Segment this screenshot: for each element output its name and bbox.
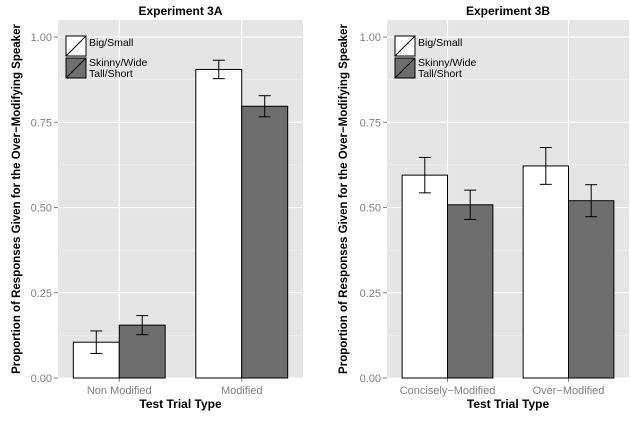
legend-label-big-small: Big/Small	[89, 37, 133, 49]
chart-panel-1: 0.00 0.25 0.50 0.75 1.00 Non Modified Modified…	[11, 4, 303, 411]
y-tick-label: 1.00	[360, 32, 381, 44]
panel-title: Experiment 3A	[138, 4, 222, 18]
y-tick-label: 0.50	[31, 203, 52, 215]
x-tick-label: Modified	[221, 385, 263, 397]
bar-big-small	[195, 68, 243, 379]
legend-label-tall-short: Tall/Short	[418, 68, 462, 80]
x-tick-label: Concisely−Modified	[400, 385, 496, 397]
legend-label-skinny-wide: Skinny/Wide	[418, 57, 477, 69]
panel-title: Experiment 3B	[466, 4, 550, 18]
bar-skinny-wide-tall-short	[241, 105, 289, 379]
legend-swatch-diagonal	[394, 57, 416, 79]
y-axis-label: Proportion of Responses Given for the Ov…	[338, 24, 350, 374]
legend-label-skinny-wide: Skinny/Wide	[89, 57, 148, 69]
legend-swatch-diagonal	[394, 35, 416, 57]
legend-swatch-diagonal	[65, 57, 87, 79]
x-axis-label: Test Trial Type	[467, 397, 550, 411]
y-tick-label: 0.25	[31, 288, 52, 300]
x-tick-label: Over−Modified	[533, 385, 605, 397]
y-tick-label: 0.00	[31, 373, 52, 385]
y-axis-label: Proportion of Responses Given for the Ov…	[11, 24, 23, 374]
y-tick-label: 0.25	[360, 288, 381, 300]
legend-swatch-diagonal	[65, 35, 87, 57]
x-axis-label: Test Trial Type	[139, 397, 222, 411]
bar-skinny-wide-tall-short	[568, 200, 615, 379]
y-tick-label: 0.75	[31, 117, 52, 129]
chart-panel-2: 0.00 0.25 0.50 0.75 1.00 Concisely−Modified Ov…	[338, 4, 629, 411]
bar-big-small	[522, 165, 569, 379]
y-tick-label: 0.50	[360, 203, 381, 215]
bar-big-small	[401, 174, 448, 379]
legend-label-big-small: Big/Small	[418, 37, 462, 49]
legend-label-tall-short: Tall/Short	[89, 68, 133, 80]
x-tick-label: Non Modified	[87, 385, 152, 397]
y-tick-label: 1.00	[31, 32, 52, 44]
y-tick-label: 0.75	[360, 117, 381, 129]
bar-skinny-wide-tall-short	[447, 204, 494, 379]
y-tick-label: 0.00	[360, 373, 381, 385]
